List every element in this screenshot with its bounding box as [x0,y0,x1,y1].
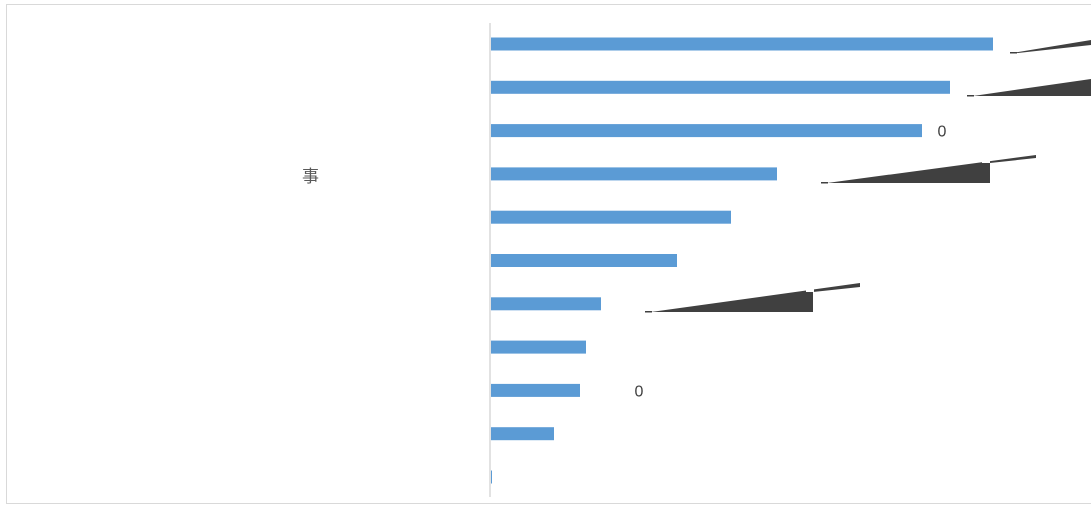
bar [491,297,601,311]
callout-tick [967,95,974,97]
bar [491,470,492,484]
callout-gap [982,160,990,163]
callout-tick [645,311,652,313]
callout-shape [973,79,1091,96]
callout-shape [1012,40,1091,53]
callout-gap [806,289,814,292]
bar [491,383,580,397]
callout-shapes [645,40,1091,313]
callout-shape [651,283,860,312]
callout-shape [827,155,1036,183]
data-label: 0 [938,124,947,141]
bar-series [491,37,993,484]
bar [491,427,554,441]
bar [491,124,922,138]
category-label: 事 [302,167,319,187]
callout-tick [821,182,828,184]
bar [491,80,950,94]
bar [491,254,677,267]
callout-tick [1010,52,1017,54]
bar [491,210,731,224]
data-label: 0 [635,383,644,400]
bar [491,37,993,51]
data-labels: 00 [635,124,947,401]
bar [491,167,777,181]
bar [491,340,586,354]
